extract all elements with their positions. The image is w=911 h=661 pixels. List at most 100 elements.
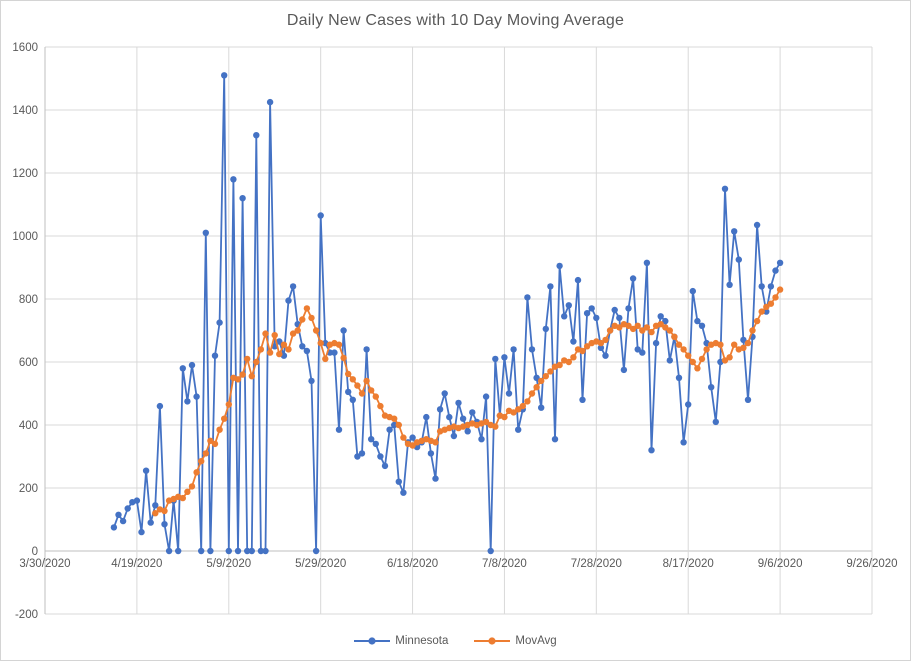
minnesota-marker — [583, 310, 591, 317]
movavg-marker — [749, 327, 756, 334]
minnesota-marker — [643, 259, 651, 266]
minnesota-marker — [308, 377, 315, 385]
movavg-marker — [538, 377, 545, 385]
minnesota-marker — [680, 439, 687, 446]
minnesota-marker — [202, 229, 209, 236]
movavg-marker — [193, 469, 200, 476]
movavg-marker — [248, 373, 255, 380]
minnesota-marker — [124, 505, 131, 512]
minnesota-marker — [597, 344, 605, 351]
minnesota-marker — [133, 497, 141, 504]
minnesota-marker — [409, 434, 416, 441]
movavg-marker — [276, 350, 283, 358]
minnesota-marker — [731, 228, 738, 235]
minnesota-marker — [556, 262, 563, 270]
minnesota-marker — [115, 511, 122, 518]
minnesota-marker — [211, 352, 219, 359]
minnesota-marker — [381, 462, 389, 470]
minnesota-marker — [542, 325, 549, 333]
minnesota-marker — [763, 308, 770, 315]
movavg-marker — [606, 327, 614, 334]
minnesota-marker — [625, 305, 632, 312]
movavg-marker — [717, 341, 724, 348]
movavg-marker — [161, 507, 168, 515]
movavg-marker — [257, 346, 265, 353]
movavg-marker — [501, 413, 508, 421]
minnesota-marker — [161, 521, 168, 528]
movavg-marker — [244, 355, 251, 363]
legend-item-movavg: MovAvg — [474, 635, 557, 647]
movavg-marker — [731, 341, 738, 348]
minnesota-marker — [689, 287, 696, 295]
movavg-line — [154, 289, 781, 514]
movavg-marker — [368, 387, 375, 394]
minnesota-marker — [423, 413, 430, 421]
minnesota-marker — [372, 440, 379, 448]
movavg-marker — [253, 358, 260, 366]
minnesota-marker — [354, 453, 361, 460]
x-axis-tick-label: 5/29/2020 — [295, 558, 346, 570]
movavg-marker — [299, 316, 306, 323]
movavg-marker — [335, 341, 343, 348]
movavg-marker — [689, 358, 696, 366]
movavg-marker — [629, 325, 637, 333]
movavg-marker — [528, 390, 536, 397]
minnesota-marker — [358, 450, 366, 457]
minnesota-marker — [395, 478, 402, 485]
movavg-marker — [184, 488, 191, 495]
minnesota-marker — [303, 347, 311, 355]
movavg-marker — [565, 358, 572, 366]
movavg-marker — [694, 365, 701, 372]
minnesota-marker — [156, 402, 164, 410]
movavg-marker — [345, 370, 352, 378]
minnesota-marker — [561, 313, 568, 320]
minnesota-marker — [142, 467, 150, 474]
minnesota-marker — [207, 547, 214, 555]
movavg-marker — [776, 286, 784, 293]
movavg-marker — [395, 421, 402, 429]
y-axis-tick-label: 400 — [19, 420, 38, 432]
y-axis-tick-label: 600 — [19, 357, 38, 369]
minnesota-marker — [662, 317, 669, 325]
movavg-marker — [225, 401, 232, 408]
x-axis-tick-label: 7/28/2020 — [571, 558, 622, 570]
minnesota-marker — [758, 283, 765, 290]
minnesota-marker — [740, 336, 747, 344]
movavg-marker — [634, 322, 641, 329]
minnesota-marker — [538, 404, 545, 411]
minnesota-marker — [262, 547, 269, 555]
movavg-marker — [556, 361, 563, 369]
minnesota-marker — [234, 547, 242, 555]
minnesota-marker — [147, 519, 154, 526]
x-axis-tick-label: 8/17/2020 — [663, 558, 714, 570]
minnesota-marker — [593, 314, 600, 322]
minnesota-marker — [611, 306, 618, 314]
movavg-marker — [680, 346, 687, 353]
minnesota-line — [113, 74, 781, 552]
minnesota-marker — [515, 426, 522, 433]
movavg-marker — [744, 339, 752, 347]
movavg-marker — [202, 450, 209, 457]
movavg-marker — [216, 426, 223, 433]
x-axis-tick-label: 9/6/2020 — [758, 558, 803, 570]
minnesota-marker — [179, 365, 186, 372]
minnesota-marker — [694, 317, 701, 325]
minnesota-marker — [266, 98, 274, 106]
minnesota-marker — [317, 212, 324, 219]
minnesota-marker — [165, 547, 173, 555]
movavg-marker — [198, 458, 205, 465]
minnesota-marker — [551, 436, 559, 443]
movavg-legend-marker-icon — [474, 637, 511, 645]
movavg-marker — [648, 328, 655, 336]
movavg-marker — [400, 434, 407, 441]
y-axis-tick-label: 800 — [19, 294, 38, 306]
minnesota-marker — [450, 432, 458, 440]
movavg-marker — [625, 322, 632, 329]
movavg-marker — [294, 327, 301, 334]
minnesota-marker — [487, 547, 494, 555]
minnesota-marker — [579, 396, 586, 403]
minnesota-marker — [441, 390, 448, 397]
y-axis-tick-label: 200 — [19, 483, 38, 495]
y-axis-tick-label: -200 — [15, 609, 38, 621]
